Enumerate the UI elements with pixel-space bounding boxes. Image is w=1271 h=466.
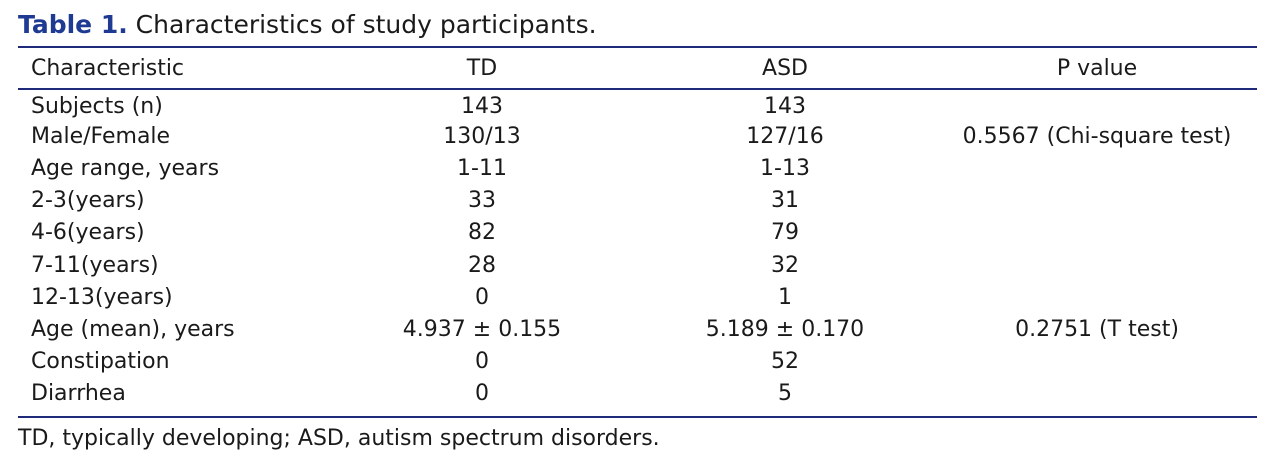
row-asd-value: 32 xyxy=(771,252,799,278)
row-p-value xyxy=(937,378,1257,410)
row-characteristic: Age (mean), years xyxy=(31,316,235,342)
row-td-value: 130/13 xyxy=(443,123,521,149)
column-header-asd: ASD xyxy=(762,55,808,81)
column-header-p-value: P value xyxy=(1056,55,1138,81)
table-bottom-rule xyxy=(18,416,1257,418)
table-row: Age range, years 1-11 1-13 xyxy=(18,152,1257,184)
row-td-value: 82 xyxy=(468,220,496,246)
table-row: 12-13(years) 0 1 xyxy=(18,281,1257,313)
row-p-value xyxy=(937,217,1257,249)
table-row: Male/Female 130/13 127/16 0.5567 (Chi-sq… xyxy=(18,120,1257,152)
row-characteristic: Diarrhea xyxy=(31,381,126,407)
table-row: Constipation 0 52 xyxy=(18,346,1257,378)
row-asd-value: 1-13 xyxy=(760,155,810,181)
row-td-value: 1-11 xyxy=(457,155,507,181)
row-characteristic: Constipation xyxy=(31,349,170,375)
table-caption-text: Characteristics of study participants. xyxy=(135,10,597,39)
row-characteristic: 7-11(years) xyxy=(31,252,159,278)
table-row: 2-3(years) 33 31 xyxy=(18,185,1257,217)
characteristics-table: Characteristic TD ASD P value Subjects (… xyxy=(18,48,1257,410)
table-row: 4-6(years) 82 79 xyxy=(18,217,1257,249)
row-asd-value: 1 xyxy=(778,284,792,310)
row-td-value: 33 xyxy=(468,188,496,214)
table-row: Diarrhea 0 5 xyxy=(18,378,1257,410)
row-p-value: 0.2751 (T test) xyxy=(1015,316,1179,342)
row-characteristic: Male/Female xyxy=(31,123,171,149)
row-characteristic: Age range, years xyxy=(31,155,220,181)
column-header-td: TD xyxy=(466,55,498,81)
row-characteristic: 12-13(years) xyxy=(31,284,173,310)
row-asd-value: 5.189 ± 0.170 xyxy=(705,316,865,342)
column-header-characteristic: Characteristic xyxy=(31,55,185,81)
row-td-value: 0 xyxy=(475,284,489,310)
row-td-value: 143 xyxy=(461,93,503,119)
row-asd-value: 52 xyxy=(771,349,799,375)
table-top-rule xyxy=(18,46,1257,48)
row-p-value xyxy=(937,281,1257,313)
table-caption-label: Table 1. xyxy=(18,10,128,39)
table-footnote: TD, typically developing; ASD, autism sp… xyxy=(18,426,660,451)
row-asd-value: 31 xyxy=(771,188,799,214)
table-body: Subjects (n) 143 143 Male/Female 130/13 … xyxy=(18,88,1257,410)
row-characteristic: Subjects (n) xyxy=(31,93,163,119)
row-characteristic: 2-3(years) xyxy=(31,188,145,214)
table-caption: Table 1. Characteristics of study partic… xyxy=(18,10,597,39)
row-asd-value: 79 xyxy=(771,220,799,246)
row-characteristic: 4-6(years) xyxy=(31,220,145,246)
row-asd-value: 5 xyxy=(778,381,792,407)
row-p-value: 0.5567 (Chi-square test) xyxy=(962,123,1232,149)
row-p-value xyxy=(937,88,1257,120)
row-td-value: 0 xyxy=(475,349,489,375)
row-asd-value: 127/16 xyxy=(746,123,824,149)
table-row: Age (mean), years 4.937 ± 0.155 5.189 ± … xyxy=(18,313,1257,345)
row-td-value: 4.937 ± 0.155 xyxy=(402,316,562,342)
table-row: 7-11(years) 28 32 xyxy=(18,249,1257,281)
row-p-value xyxy=(937,185,1257,217)
table-row: Subjects (n) 143 143 xyxy=(18,88,1257,120)
row-p-value xyxy=(937,249,1257,281)
table-header-rule xyxy=(18,88,1257,90)
row-td-value: 0 xyxy=(475,381,489,407)
row-p-value xyxy=(937,346,1257,378)
table-header-row: Characteristic TD ASD P value xyxy=(18,48,1257,88)
row-td-value: 28 xyxy=(468,252,496,278)
row-asd-value: 143 xyxy=(764,93,806,119)
row-p-value xyxy=(937,152,1257,184)
